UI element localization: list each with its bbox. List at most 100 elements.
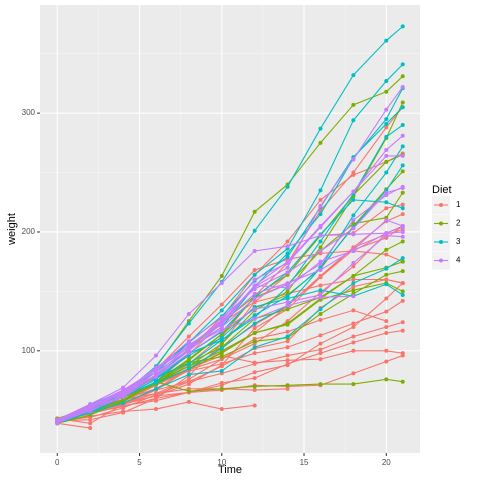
point [219,361,224,366]
point [186,372,191,377]
point [252,272,257,277]
point [88,408,93,413]
x-tick-label: 20 [382,458,391,467]
legend-label: 4 [456,256,461,265]
point [384,218,389,223]
point [285,251,290,256]
point [400,229,405,234]
point [351,247,356,252]
point [351,232,356,237]
point [252,370,257,375]
point [186,389,191,394]
point [219,351,224,356]
point [351,197,356,202]
point [186,361,191,366]
point [186,399,191,404]
point [351,325,356,330]
point [186,342,191,347]
point [252,300,257,305]
point [318,203,323,208]
point [384,125,389,130]
point [186,334,191,339]
point [153,379,158,384]
point [384,79,389,84]
point [252,384,257,389]
point [153,386,158,391]
point [121,409,126,414]
point [351,288,356,293]
point [351,213,356,218]
point [400,24,405,29]
point [318,140,323,145]
point [252,316,257,321]
point [285,300,290,305]
point [351,284,356,289]
point [219,328,224,333]
legend-label: 1 [456,200,461,209]
point [285,386,290,391]
point [351,260,356,265]
point [252,351,257,356]
point [384,272,389,277]
point [351,281,356,286]
point [351,321,356,326]
point [121,388,126,393]
point [219,281,224,286]
chick-line [57,321,403,422]
chick-line [57,219,403,422]
point [400,62,405,67]
point [318,197,323,202]
point [318,311,323,316]
point [285,294,290,299]
point [285,322,290,327]
point [400,144,405,149]
point [400,123,405,128]
point [384,233,389,238]
point [384,377,389,382]
point [384,319,389,324]
point [400,186,405,191]
point [153,367,158,372]
point [384,277,389,282]
point [219,322,224,327]
point [318,267,323,272]
point [252,248,257,253]
point [252,283,257,288]
point [351,226,356,231]
point [186,321,191,326]
chick-line [57,155,403,422]
y-tick-label: 100 [22,346,36,355]
point [252,326,257,331]
point [351,382,356,387]
point [351,172,356,177]
point [384,325,389,330]
point [351,218,356,223]
point [186,366,191,371]
point [351,118,356,123]
point [318,233,323,238]
point [384,159,389,164]
point [384,206,389,211]
point [400,105,405,110]
x-tick-label: 5 [137,458,142,467]
point [400,169,405,174]
point [318,357,323,362]
point [252,287,257,292]
point [384,134,389,139]
point [285,254,290,259]
point [318,262,323,267]
point [318,275,323,280]
point [285,383,290,388]
point [400,292,405,297]
point [285,289,290,294]
chick-line [57,330,403,422]
point [285,270,290,275]
point [351,273,356,278]
point [318,212,323,217]
point [384,153,389,158]
point [252,296,257,301]
point [400,190,405,195]
point [219,319,224,324]
point [285,307,290,312]
point [252,209,257,214]
